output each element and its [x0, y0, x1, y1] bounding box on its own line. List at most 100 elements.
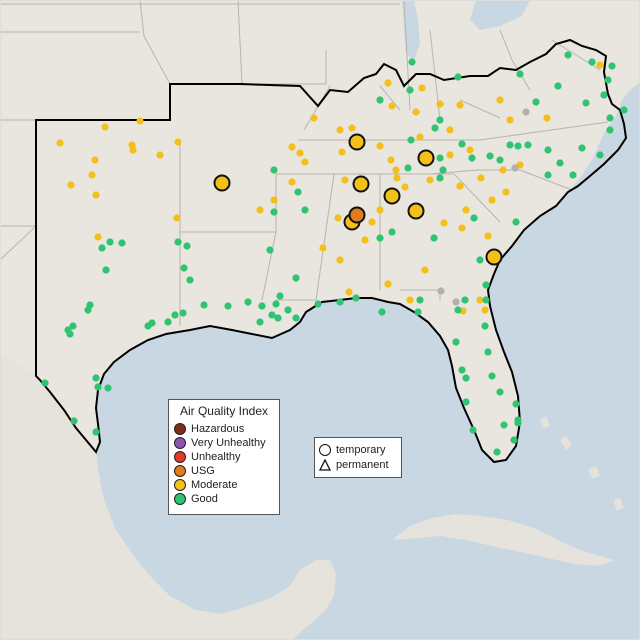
monitor-point: [488, 372, 496, 380]
monitor-point: [144, 322, 152, 330]
monitor-point: [384, 280, 392, 288]
monitor-point: [284, 306, 292, 314]
monitor-point: [376, 142, 384, 150]
monitor-point: [67, 181, 75, 189]
legend-label: Unhealthy: [191, 451, 241, 463]
monitor-point: [301, 158, 309, 166]
hazardous-swatch: [174, 423, 186, 435]
legend-row-permanent: permanent: [319, 458, 389, 472]
monitor-point: [388, 102, 396, 110]
monitor-point: [294, 188, 302, 196]
monitor-point: [582, 99, 590, 107]
monitor-point: [345, 288, 353, 296]
monitor-point: [458, 366, 466, 374]
monitor-point: [458, 224, 466, 232]
monitor-point: [156, 151, 164, 159]
monitor-point: [104, 384, 112, 392]
monitor-point: [179, 309, 187, 317]
monitor-point: [514, 419, 522, 427]
monitor-point: [470, 214, 478, 222]
monitor-point: [512, 400, 520, 408]
monitor-point: [608, 62, 616, 70]
permanent-label: permanent: [336, 459, 389, 471]
monitor-point: [296, 149, 304, 157]
monitor-point: [186, 276, 194, 284]
monitor-point: [606, 126, 614, 134]
legend-row-good: Good: [174, 492, 218, 506]
monitor-point: [454, 306, 462, 314]
monitor-point: [596, 151, 604, 159]
monitor-point: [270, 166, 278, 174]
monitor-point: [484, 232, 492, 240]
monitor-point: [481, 322, 489, 330]
monitor-point: [486, 152, 494, 160]
monitor-point: [514, 142, 522, 150]
monitor-point: [256, 318, 264, 326]
legend-row-unhealthy: Unhealthy: [174, 450, 241, 464]
monitor-point: [604, 76, 612, 84]
monitor-point: [91, 156, 99, 164]
monitor-point: [174, 238, 182, 246]
monitor-point: [336, 298, 344, 306]
monitor-point: [388, 228, 396, 236]
monitor-point: [440, 219, 448, 227]
monitor-point: [493, 448, 501, 456]
monitor-point: [512, 218, 520, 226]
monitor-point: [384, 79, 392, 87]
monitor-point: [118, 239, 126, 247]
monitor-point: [393, 174, 401, 182]
monitor-point: [462, 374, 470, 382]
legend-label: Very Unhealthy: [191, 437, 266, 449]
bahamas-islands: [540, 416, 624, 510]
monitor-point: [458, 140, 466, 148]
monitor-point: [270, 196, 278, 204]
monitor-point: [600, 91, 608, 99]
monitor-point: [200, 301, 208, 309]
temporary-monitor: [348, 133, 366, 151]
monitor-point: [314, 300, 322, 308]
monitor-point: [462, 398, 470, 406]
monitor-point: [84, 306, 92, 314]
monitor-point: [418, 84, 426, 92]
monitor-point: [496, 156, 504, 164]
monitor-point: [461, 296, 469, 304]
monitor-point: [500, 421, 508, 429]
monitor-point: [412, 108, 420, 116]
monitor-point: [173, 214, 181, 222]
monitor-point: [516, 70, 524, 78]
legend-row-hazardous: Hazardous: [174, 422, 244, 436]
legend-label: Moderate: [191, 479, 238, 491]
monitor-point: [88, 171, 96, 179]
legend-label: Good: [191, 493, 218, 505]
monitor-point: [436, 154, 444, 162]
circle-icon: [319, 444, 331, 456]
monitor-point: [510, 436, 518, 444]
monitor-point: [266, 246, 274, 254]
unhealthy-swatch: [174, 451, 186, 463]
monitor-point: [102, 266, 110, 274]
monitor-point: [511, 164, 519, 172]
monitor-point: [554, 82, 562, 90]
monitor-point: [352, 294, 360, 302]
monitor-point: [620, 106, 628, 114]
monitor-point: [292, 274, 300, 282]
monitor-point: [506, 141, 514, 149]
temporary-monitor: [348, 206, 366, 224]
monitor-point: [414, 308, 422, 316]
monitor-point: [361, 236, 369, 244]
monitor-point: [532, 98, 540, 106]
monitor-point: [421, 266, 429, 274]
monitor-point: [292, 314, 300, 322]
monitor-point: [476, 296, 484, 304]
monitor-point: [41, 379, 49, 387]
monitor-point: [436, 100, 444, 108]
aqi-legend-title: Air Quality Index: [179, 404, 269, 418]
monitor-point: [392, 166, 400, 174]
monitor-point: [101, 123, 109, 131]
monitor-point: [481, 306, 489, 314]
monitor-point: [496, 96, 504, 104]
monitor-point: [288, 178, 296, 186]
monitor-point: [404, 164, 412, 172]
legend-row-moderate: Moderate: [174, 478, 237, 492]
temporary-monitor: [407, 202, 425, 220]
